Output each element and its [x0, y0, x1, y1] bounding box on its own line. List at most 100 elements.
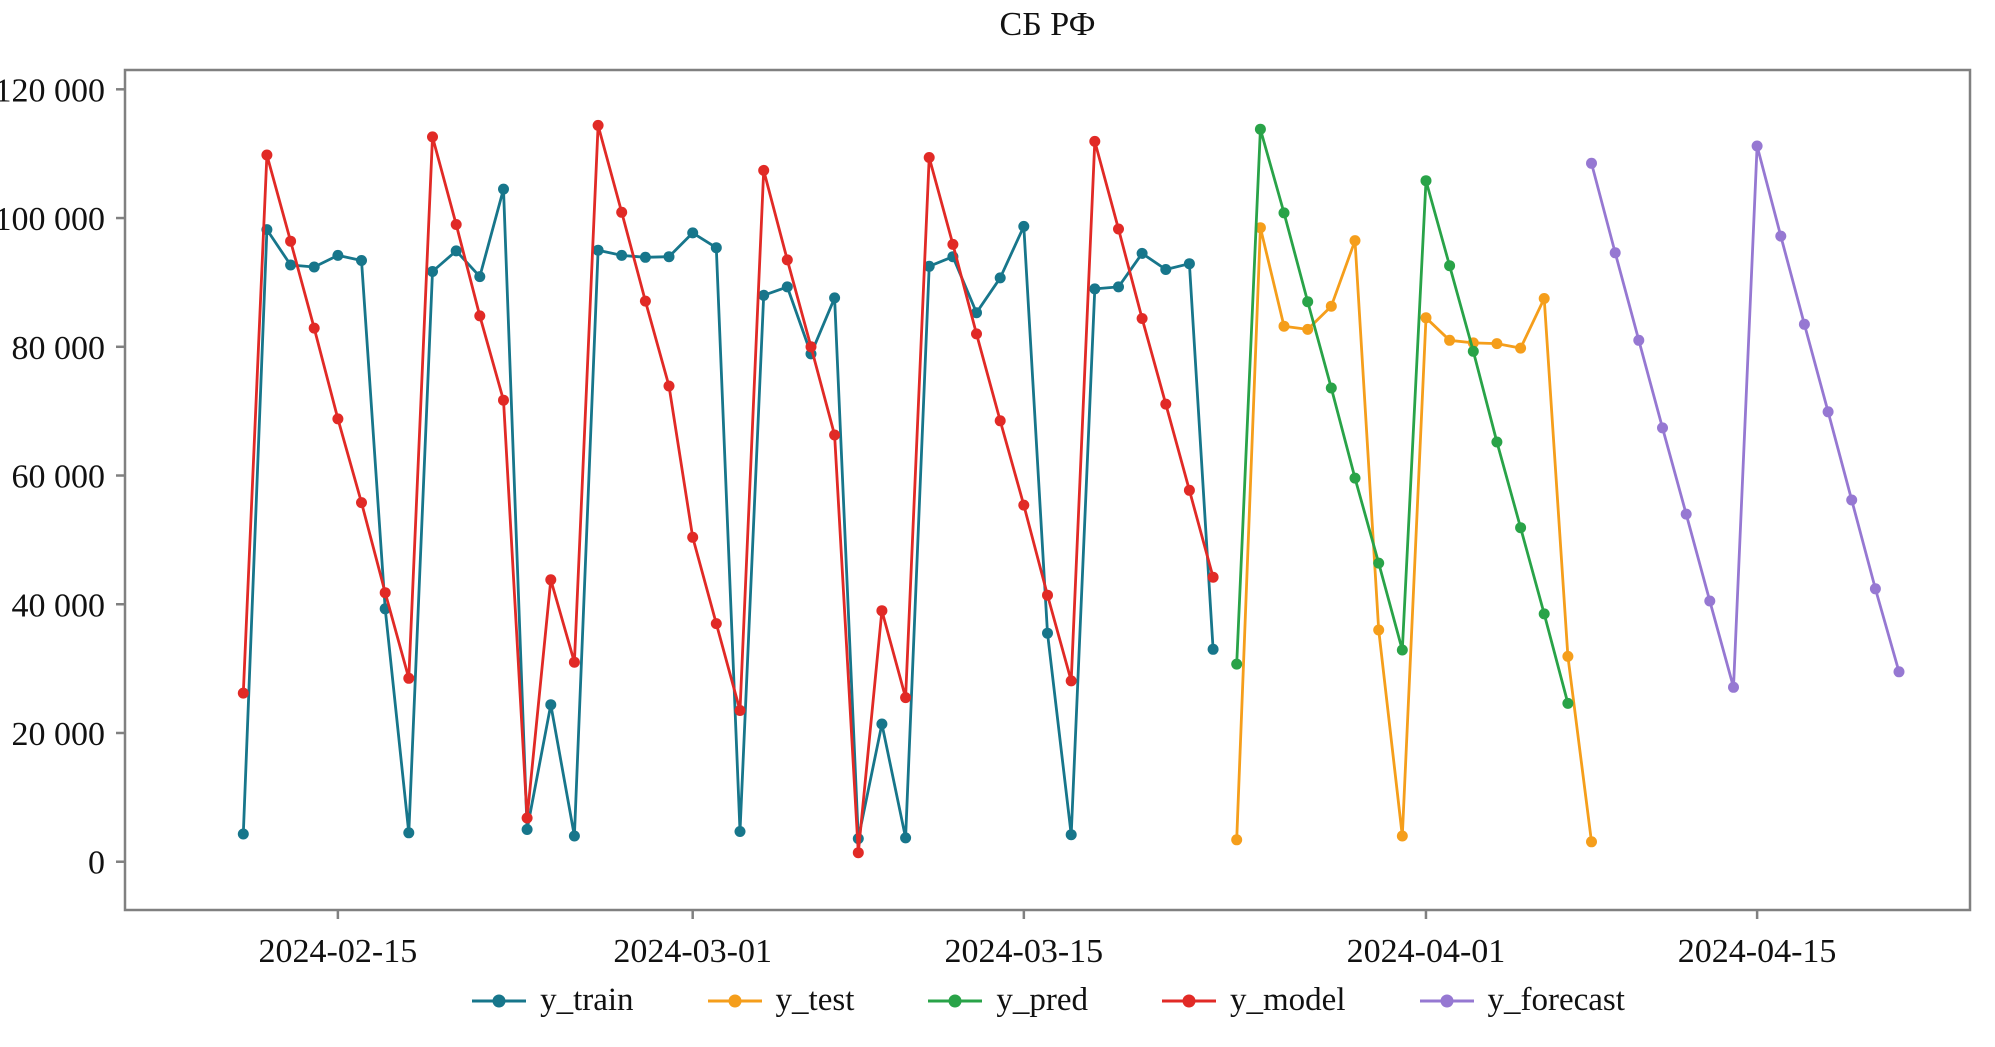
series-y_forecast-point: [1586, 157, 1597, 169]
series-y_train-point: [237, 828, 249, 840]
legend: y_train y_test y_pred y_model y_forecast: [125, 982, 1970, 1019]
series-y_forecast-point: [1751, 140, 1763, 152]
series-y_test-point: [1231, 834, 1243, 846]
series-y_model-point: [829, 429, 841, 441]
series-y_model-point: [994, 415, 1006, 427]
series-y_test-point: [1444, 334, 1456, 346]
y-tick-label: 60 000: [12, 459, 106, 496]
series-y_train-point: [1207, 643, 1219, 655]
series-y_train-point: [545, 699, 557, 711]
series-y_pred-point: [1562, 697, 1574, 709]
legend-item-y_forecast: y_forecast: [1418, 982, 1625, 1019]
series-y_model-point: [971, 328, 982, 340]
series-y_model-point: [758, 164, 770, 176]
series-y_model-point: [521, 812, 533, 824]
series-y_train-point: [285, 259, 297, 271]
series-y_model-point: [1183, 484, 1195, 496]
series-y_model-point: [1207, 571, 1219, 583]
legend-marker-y_pred-icon: [928, 994, 983, 1007]
series-y_model-point: [616, 206, 628, 218]
series-y_model-point: [1018, 499, 1030, 511]
series-y_forecast-point: [1798, 318, 1810, 330]
series-y_train-point: [427, 266, 438, 277]
series-y_model-point: [710, 618, 722, 630]
series-y_model-point: [1089, 135, 1101, 147]
series-y_model-point: [498, 394, 509, 406]
series-y_pred-point: [1396, 644, 1408, 656]
series-y_model-point: [308, 322, 320, 334]
legend-label: y_forecast: [1487, 982, 1625, 1018]
series-y_model-point: [427, 131, 438, 143]
legend-item-y_pred: y_pred: [926, 982, 1088, 1019]
series-y_train-point: [521, 824, 533, 835]
series-y_test-line: [1235, 226, 1593, 844]
series-y_train-point: [1183, 258, 1195, 270]
series-y_model-point: [450, 219, 462, 230]
series-y_train-point: [734, 826, 746, 837]
series-y_model-point: [876, 605, 888, 617]
series-y_forecast-line: [1590, 144, 1901, 689]
series-y_train-point: [568, 830, 580, 842]
series-y_pred-point: [1538, 608, 1550, 620]
series-y_train-point: [1042, 627, 1053, 639]
x-tick-label: 2024-04-15: [1678, 933, 1837, 970]
series-y_model-point: [285, 235, 297, 247]
series-y_model-point: [687, 531, 699, 543]
series-y_model-point: [1065, 675, 1077, 687]
series-y_model-point: [947, 238, 959, 250]
legend-item-y_test: y_test: [706, 982, 855, 1019]
series-y_forecast-point: [1775, 230, 1787, 242]
series-y_test-point: [1349, 235, 1361, 247]
series-y_train-point: [308, 261, 320, 273]
series-y_forecast-point: [1657, 422, 1668, 434]
series-y_pred-point: [1254, 123, 1266, 135]
x-tick-label: 2024-03-01: [613, 933, 772, 970]
series-y_pred-point: [1278, 207, 1290, 219]
y-tick-label: 120 000: [0, 72, 105, 109]
series-y_forecast-point: [1728, 681, 1739, 693]
y-tick-label: 20 000: [12, 716, 106, 753]
series-y_train-point: [1136, 247, 1148, 259]
series-y_forecast-point: [1822, 406, 1834, 418]
series-y_model-point: [1042, 589, 1053, 601]
y-tick-label: 80 000: [12, 330, 106, 367]
series-y_train-point: [829, 292, 841, 304]
y-tick-label: 40 000: [12, 587, 106, 624]
series-y_forecast-point: [1869, 583, 1881, 595]
series-y_model-point: [237, 687, 249, 699]
series-y_test-point: [1515, 342, 1527, 354]
series-y_train-point: [639, 251, 651, 263]
series-y_pred-point: [1467, 345, 1479, 357]
series-y_train-point: [1160, 264, 1172, 275]
legend-marker-y_model-icon: [1162, 994, 1217, 1007]
series-y_pred-point: [1325, 382, 1337, 394]
series-y_forecast-point: [1633, 334, 1645, 346]
series-y_train-point: [450, 245, 462, 257]
series-y_model-point: [663, 380, 675, 392]
series-y_model-point: [1113, 223, 1124, 235]
series-y_train-point: [592, 244, 604, 256]
series-y_train-line: [241, 187, 1215, 840]
series-y_train-point: [710, 242, 722, 254]
series-y_model-point: [592, 119, 604, 131]
series-y_model-point: [545, 574, 557, 586]
series-y_test-point: [1586, 836, 1597, 848]
series-y_forecast-point: [1609, 247, 1621, 259]
x-tick-label: 2024-03-15: [945, 933, 1104, 970]
series-y_test-point: [1396, 830, 1408, 842]
legend-label: y_model: [1230, 982, 1346, 1018]
series-y_model-point: [356, 497, 367, 509]
series-y_test-point: [1278, 320, 1290, 332]
legend-label: y_test: [775, 982, 855, 1018]
series-y_train-point: [1113, 281, 1124, 293]
series-y_test-point: [1254, 222, 1266, 234]
series-y_model-line: [241, 124, 1215, 855]
legend-marker-y_test-icon: [707, 994, 762, 1007]
series-y_train-point: [971, 307, 982, 319]
series-y_train-point: [1065, 829, 1077, 841]
series-y_train-point: [994, 272, 1006, 284]
series-y_model-point: [639, 295, 651, 307]
series-y_train-point: [781, 281, 793, 293]
series-y_model-point: [403, 672, 415, 684]
